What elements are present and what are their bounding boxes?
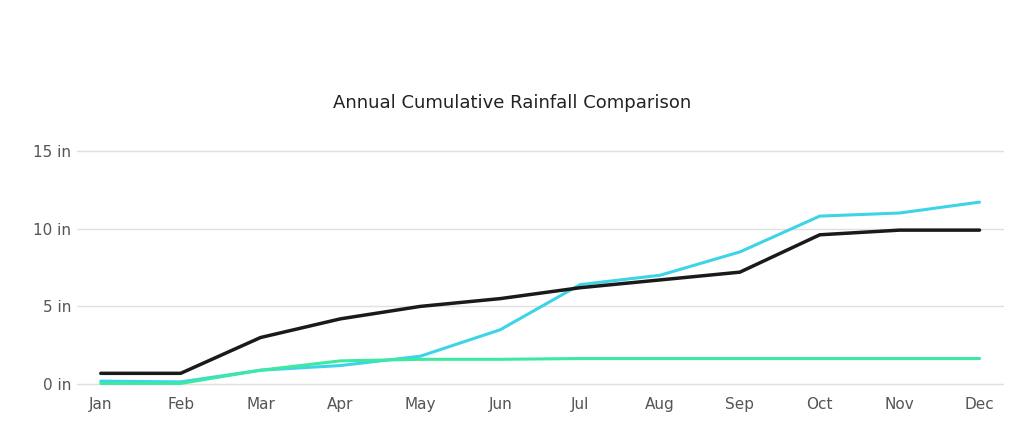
Text: West Elks AVA (CO) - Sunshine Mesa ∨: West Elks AVA (CO) - Sunshine Mesa ∨ (257, 27, 767, 51)
Text: Annual Cumulative Rainfall Comparison: Annual Cumulative Rainfall Comparison (333, 94, 691, 112)
Text: ‹: ‹ (39, 22, 53, 56)
